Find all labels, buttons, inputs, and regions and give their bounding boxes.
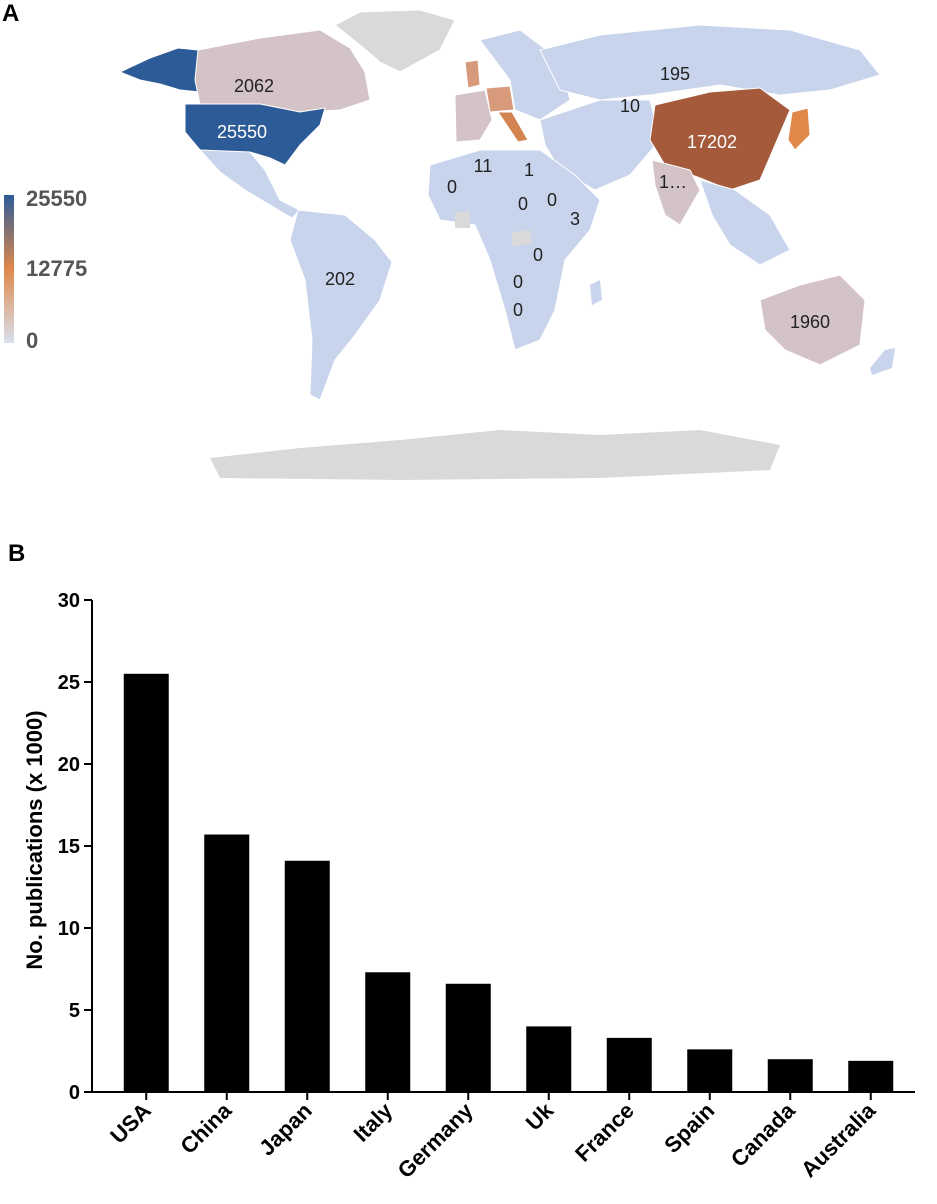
legend-gradient-bar [4,195,14,343]
map-label-tanzania: 0 [533,245,543,265]
y-tick-label: 15 [58,836,80,858]
x-tick-label: France [570,1098,639,1167]
map-label-russia: 195 [660,64,690,84]
bar-australia [848,1060,894,1092]
bar-france [606,1037,652,1092]
africa-nodata-a [455,212,470,228]
map-label-libya: 1 [524,160,534,180]
y-tick-label: 0 [69,1082,80,1104]
x-tick-label: Canada [726,1097,800,1171]
bar-canada [767,1059,813,1092]
map-label-usa: 25550 [217,122,267,142]
bar-china [204,834,250,1092]
map-label-australia: 1960 [790,312,830,332]
x-tick-label: Germany [393,1097,479,1183]
map-label-algeria: 11 [474,156,493,176]
map-label-kazakhstan: 10 [620,96,640,116]
new-zealand-region [870,348,895,375]
africa-nodata-b [512,230,532,246]
bar-usa [123,673,169,1092]
legend-max-label: 25550 [26,186,87,211]
map-label-chad: 0 [518,194,528,214]
x-tick-label: USA [105,1098,156,1149]
legend-mid-label: 12775 [26,256,87,281]
madagascar-region [590,280,602,305]
antarctica-region [210,430,780,480]
southeast-asia-region [699,179,791,266]
map-label-india: 1… [659,172,687,192]
middle-east-region [539,99,661,191]
legend-min-label: 0 [26,328,38,353]
y-tick-label: 20 [58,754,80,776]
map-label-china: 17202 [687,132,737,152]
y-tick-label: 10 [58,918,80,940]
map-label-sudan: 0 [547,190,557,210]
map-label-ethiopia: 3 [570,209,580,229]
germany-region [485,85,515,113]
map-label-namibia: 0 [513,300,523,320]
uk-region [464,59,481,89]
chart-bars [123,673,894,1092]
x-tick-label: China [175,1097,236,1158]
map-label-canada: 2062 [234,76,274,96]
south-america-region [289,209,393,401]
y-axis-title: No. publications (x 1000) [22,710,47,969]
x-tick-label: Spain [659,1098,719,1158]
panel-b-label: B [8,540,26,567]
y-tick-label: 30 [58,590,80,612]
greenland-region [334,9,456,73]
x-tick-label: Uk [521,1097,559,1135]
bar-italy [365,972,411,1092]
mexico-region [198,149,301,219]
russia-region [539,24,881,101]
map-label-mali: 0 [447,177,457,197]
bar-germany [445,983,491,1092]
australia-region [759,274,866,366]
map-label-brazil: 202 [325,269,355,289]
y-tick-label: 25 [58,672,80,694]
x-tick-label: Australia [796,1097,881,1182]
x-tick-label: Italy [348,1097,397,1146]
bar-spain [687,1049,733,1092]
western-europe-region [454,89,493,143]
china-region [649,87,791,191]
bar-japan [284,860,330,1092]
canada-region [194,29,371,113]
panel-a-label: A [2,0,20,27]
alaska-region [118,47,201,93]
map-label-angola: 0 [513,272,523,292]
japan-region [787,107,811,151]
italy-region [497,111,529,143]
y-tick-label: 5 [69,1000,80,1022]
india-region [651,159,701,226]
x-tick-label: Japan [254,1098,317,1161]
bar-uk [526,1026,572,1092]
